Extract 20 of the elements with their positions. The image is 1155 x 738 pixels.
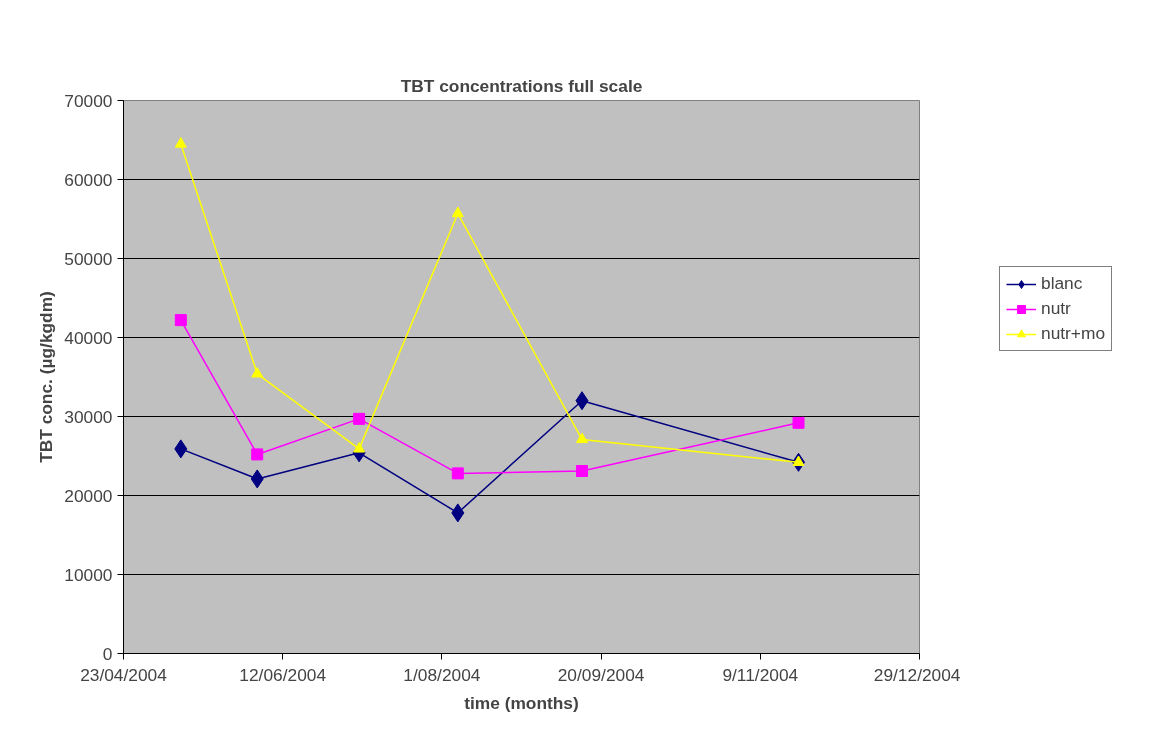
legend-label: nutr+mo <box>1041 323 1106 344</box>
x-tick-label: 29/12/2004 <box>873 664 961 685</box>
y-tick-label: 40000 <box>64 327 113 348</box>
y-tick-label: 20000 <box>64 485 113 506</box>
x-tick-label: 9/11/2004 <box>722 664 799 685</box>
y-tick-label: 70000 <box>64 90 113 111</box>
x-axis-title: time (months) <box>464 692 579 713</box>
legend-label: blanc <box>1041 273 1083 294</box>
y-tick-label: 50000 <box>64 248 113 269</box>
x-tick-label: 23/04/2004 <box>80 664 168 685</box>
y-tick-label: 30000 <box>64 406 113 427</box>
y-tick-label: 0 <box>102 643 113 664</box>
legend-label: nutr <box>1041 298 1071 319</box>
chart-title: TBT concentrations full scale <box>400 75 643 96</box>
y-tick-label: 10000 <box>64 564 113 585</box>
x-tick-label: 20/09/2004 <box>557 664 645 685</box>
y-tick-label: 60000 <box>64 169 113 190</box>
y-axis-title: TBT conc. (µg/kgdm) <box>36 291 57 463</box>
x-tick-label: 12/06/2004 <box>239 664 327 685</box>
x-tick-label: 1/08/2004 <box>403 664 481 685</box>
